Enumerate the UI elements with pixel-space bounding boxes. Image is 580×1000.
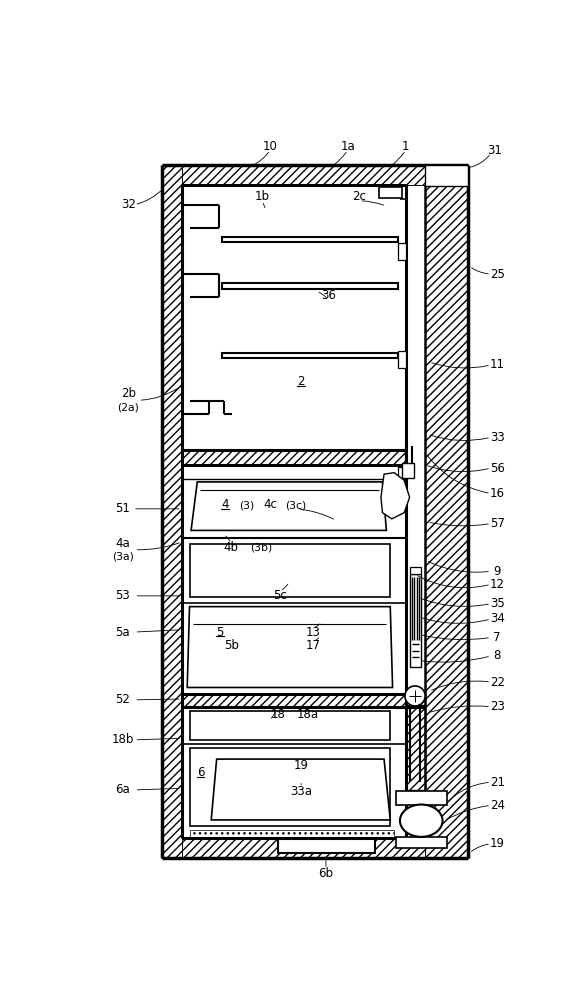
Text: 33a: 33a xyxy=(290,785,312,798)
Bar xyxy=(406,705,425,790)
Text: (2a): (2a) xyxy=(117,402,139,412)
Text: 35: 35 xyxy=(490,597,505,610)
Text: 11: 11 xyxy=(490,358,505,371)
Bar xyxy=(425,165,467,858)
Text: 31: 31 xyxy=(487,144,502,157)
Bar xyxy=(409,574,421,667)
Bar xyxy=(190,748,390,826)
Bar xyxy=(190,711,390,740)
Text: 6: 6 xyxy=(197,766,204,779)
Text: 7: 7 xyxy=(494,631,501,644)
Text: (3): (3) xyxy=(239,500,255,510)
Text: 56: 56 xyxy=(490,462,505,475)
Bar xyxy=(222,283,398,289)
Ellipse shape xyxy=(400,805,443,837)
Text: 2c: 2c xyxy=(352,190,366,204)
Bar xyxy=(182,694,425,707)
Text: 1b: 1b xyxy=(255,190,270,204)
Text: 24: 24 xyxy=(490,799,505,812)
Text: 18a: 18a xyxy=(296,708,318,721)
Text: 6b: 6b xyxy=(318,867,333,880)
Bar xyxy=(409,567,421,574)
Bar xyxy=(190,544,390,597)
Text: 32: 32 xyxy=(121,198,136,211)
Bar xyxy=(190,830,394,838)
Polygon shape xyxy=(191,482,386,530)
Text: 53: 53 xyxy=(115,589,130,602)
Text: 5b: 5b xyxy=(224,639,239,652)
Text: 5: 5 xyxy=(216,626,223,639)
Text: 18: 18 xyxy=(270,708,285,721)
Text: 5a: 5a xyxy=(115,626,130,639)
Bar xyxy=(425,165,467,186)
Text: 8: 8 xyxy=(494,649,501,662)
Bar xyxy=(398,243,406,260)
Bar xyxy=(379,187,402,198)
Text: 17: 17 xyxy=(305,639,320,652)
Bar xyxy=(222,353,398,358)
Text: 23: 23 xyxy=(490,700,505,713)
Text: (3c): (3c) xyxy=(285,500,306,510)
Text: 52: 52 xyxy=(115,693,130,706)
Text: 4c: 4c xyxy=(263,498,277,512)
Text: 34: 34 xyxy=(490,612,505,625)
Text: 1: 1 xyxy=(402,140,409,153)
Polygon shape xyxy=(381,473,409,519)
Bar xyxy=(398,351,406,368)
Text: 36: 36 xyxy=(321,289,336,302)
Circle shape xyxy=(405,686,425,706)
Text: 25: 25 xyxy=(490,267,505,280)
Text: 13: 13 xyxy=(305,626,320,639)
Text: 2: 2 xyxy=(298,375,305,388)
Bar xyxy=(182,450,406,465)
Text: 22: 22 xyxy=(490,676,505,689)
Polygon shape xyxy=(187,607,393,687)
Text: 57: 57 xyxy=(490,517,505,530)
Bar xyxy=(278,839,375,853)
Bar xyxy=(162,838,467,858)
Text: 4a: 4a xyxy=(115,537,130,550)
Bar xyxy=(406,705,425,790)
Text: 6a: 6a xyxy=(115,783,130,796)
Text: 9: 9 xyxy=(494,565,501,578)
Text: 16: 16 xyxy=(490,487,505,500)
Text: 2b: 2b xyxy=(121,387,136,400)
Text: 19: 19 xyxy=(490,837,505,850)
Text: 21: 21 xyxy=(490,776,505,789)
Bar xyxy=(397,837,447,848)
Text: 4b: 4b xyxy=(224,541,239,554)
Text: 12: 12 xyxy=(490,578,505,591)
Text: (3b): (3b) xyxy=(250,542,272,552)
Polygon shape xyxy=(211,759,390,820)
Bar xyxy=(162,165,467,185)
Bar xyxy=(162,165,182,858)
Bar xyxy=(402,463,414,478)
Text: 51: 51 xyxy=(115,502,130,515)
Text: 10: 10 xyxy=(263,140,278,153)
Bar xyxy=(398,466,406,480)
Text: 33: 33 xyxy=(490,431,505,444)
Text: 19: 19 xyxy=(293,759,309,772)
Bar xyxy=(222,237,398,242)
Text: (3a): (3a) xyxy=(112,552,134,562)
Text: 1a: 1a xyxy=(340,140,355,153)
Text: 4: 4 xyxy=(222,498,229,512)
Text: 18b: 18b xyxy=(112,733,134,746)
Text: 5c: 5c xyxy=(273,589,287,602)
Bar xyxy=(397,791,447,805)
